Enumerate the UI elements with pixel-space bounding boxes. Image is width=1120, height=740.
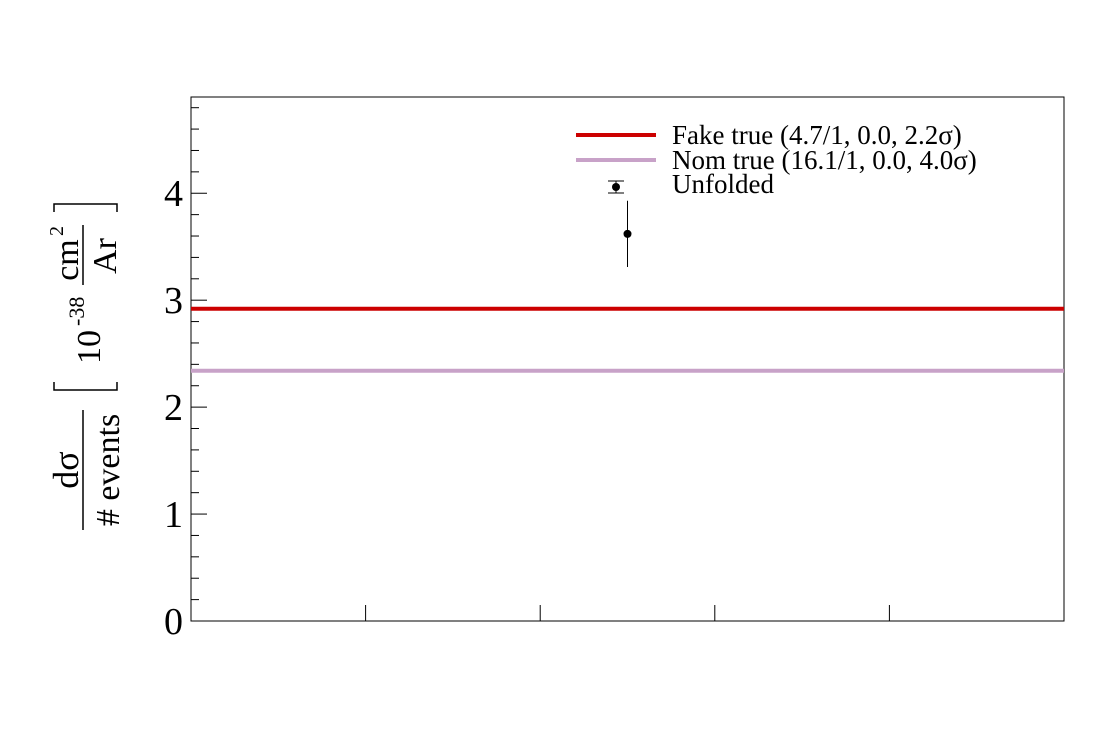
legend-label-nom-true: Nom true (16.1/1, 0.0, 4.0σ): [672, 145, 977, 175]
y-label-numerator: dσ: [46, 451, 86, 488]
y-tick-label: 4: [164, 173, 183, 215]
x-axis-ticks: [365, 605, 890, 621]
y-label-denominator: # events: [90, 414, 127, 526]
y-label-unit-numerator-exponent: 2: [46, 226, 68, 236]
y-tick-label: 2: [164, 387, 183, 429]
y-tick-label: 1: [164, 494, 183, 536]
y-label-unit-numerator: cm: [49, 239, 86, 281]
legend-label-unfolded: Unfolded: [672, 169, 774, 199]
legend-marker-unfolded: [608, 180, 624, 194]
y-tick-label: 3: [164, 280, 183, 322]
y-axis-label: dσ # events 10 -38 cm 2 Ar: [46, 203, 127, 530]
series-layer: [191, 200, 1064, 373]
data-point: [623, 229, 632, 238]
legend: Fake true (4.7/1, 0.0, 2.2σ) Nom true (1…: [576, 120, 977, 199]
y-label-unit-exponent: -38: [64, 297, 89, 326]
y-axis-ticks: 0 1 2 3 4: [164, 107, 207, 643]
plot-frame: [190, 96, 1065, 622]
y-tick-label: 0: [164, 601, 183, 643]
legend-label-fake-true: Fake true (4.7/1, 0.0, 2.2σ): [672, 120, 962, 150]
y-label-unit-prefix: 10: [71, 330, 108, 364]
y-label-unit-denominator: Ar: [87, 237, 124, 274]
